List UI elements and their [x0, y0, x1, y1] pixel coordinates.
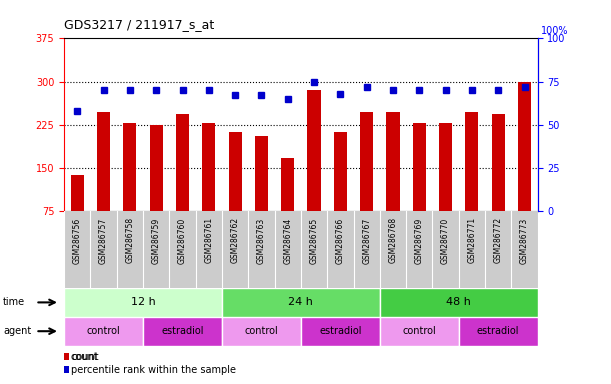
Bar	[360, 111, 373, 211]
Bar	[71, 175, 84, 211]
Text: GSM286756: GSM286756	[73, 217, 82, 263]
Text: GDS3217 / 211917_s_at: GDS3217 / 211917_s_at	[64, 18, 214, 31]
Text: agent: agent	[3, 326, 31, 336]
Bar	[492, 114, 505, 211]
Bar	[123, 123, 136, 211]
Bar	[222, 288, 380, 317]
Text: 48 h: 48 h	[446, 297, 471, 308]
Bar	[281, 157, 295, 211]
Text: GSM286762: GSM286762	[230, 217, 240, 263]
Text: 24 h: 24 h	[288, 297, 313, 308]
Bar	[64, 353, 68, 360]
Text: count: count	[71, 352, 99, 362]
Text: 12 h: 12 h	[131, 297, 155, 308]
Text: GSM286760: GSM286760	[178, 217, 187, 263]
Text: control: control	[244, 326, 279, 336]
Text: count: count	[70, 352, 98, 362]
Text: estradiol: estradiol	[319, 326, 362, 336]
Bar	[518, 81, 531, 211]
Text: GSM286757: GSM286757	[99, 217, 108, 263]
Text: GSM286767: GSM286767	[362, 217, 371, 263]
Bar	[222, 317, 301, 346]
Bar	[150, 125, 163, 211]
Text: control: control	[87, 326, 120, 336]
Bar	[176, 114, 189, 211]
Bar	[380, 288, 538, 317]
Text: 100%: 100%	[541, 26, 568, 36]
Bar	[459, 317, 538, 346]
Bar	[64, 317, 143, 346]
Text: GSM286772: GSM286772	[494, 217, 503, 263]
Bar	[64, 366, 68, 373]
Text: GSM286766: GSM286766	[336, 217, 345, 263]
Text: GSM286761: GSM286761	[204, 217, 213, 263]
Bar	[307, 90, 321, 211]
Bar	[380, 317, 459, 346]
Bar	[334, 132, 347, 211]
Text: time: time	[3, 297, 25, 308]
Text: GSM286769: GSM286769	[415, 217, 424, 263]
Text: GSM286763: GSM286763	[257, 217, 266, 263]
Bar	[229, 132, 242, 211]
Bar	[97, 111, 110, 211]
Bar	[64, 288, 222, 317]
Bar	[143, 317, 222, 346]
Text: percentile rank within the sample: percentile rank within the sample	[71, 365, 236, 375]
Text: GSM286773: GSM286773	[520, 217, 529, 263]
Bar	[386, 111, 400, 211]
Bar	[466, 111, 478, 211]
Text: GSM286770: GSM286770	[441, 217, 450, 263]
Text: control: control	[403, 326, 436, 336]
Text: estradiol: estradiol	[161, 326, 204, 336]
Text: GSM286765: GSM286765	[310, 217, 318, 263]
Bar	[439, 123, 452, 211]
Text: GSM286758: GSM286758	[125, 217, 134, 263]
Bar	[412, 123, 426, 211]
Text: GSM286771: GSM286771	[467, 217, 477, 263]
Text: GSM286768: GSM286768	[389, 217, 398, 263]
Bar	[301, 317, 380, 346]
Bar	[255, 136, 268, 211]
Text: estradiol: estradiol	[477, 326, 519, 336]
Bar	[202, 123, 216, 211]
Text: GSM286759: GSM286759	[152, 217, 161, 263]
Text: GSM286764: GSM286764	[284, 217, 292, 263]
